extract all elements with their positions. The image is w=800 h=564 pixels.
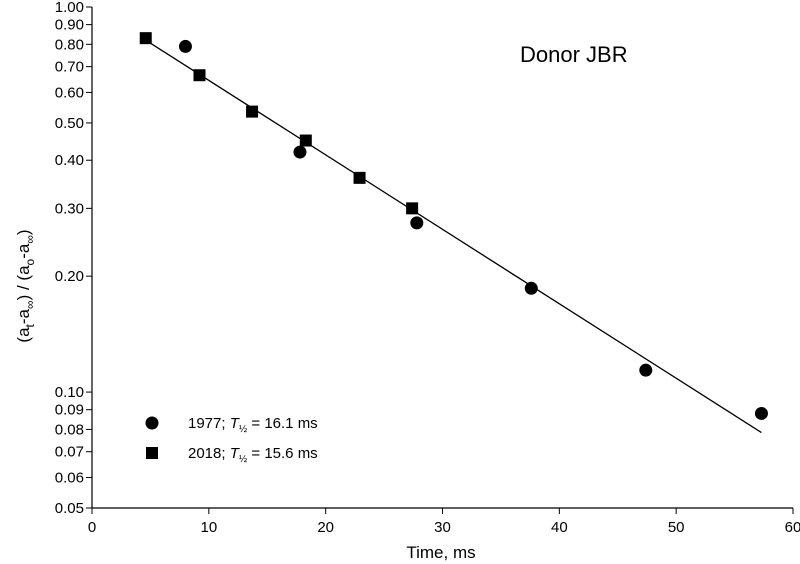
point-2018 — [353, 171, 366, 184]
point-2018 — [406, 202, 419, 215]
y-tick-label: 1.00 — [55, 0, 84, 16]
point-2018 — [139, 32, 152, 45]
x-tick-label: 40 — [551, 519, 568, 536]
x-tick-label: 30 — [434, 519, 451, 536]
y-tick-label: 0.50 — [55, 115, 84, 132]
chart-annotation: Donor JBR — [520, 42, 628, 67]
x-axis-title: Time, ms — [406, 543, 475, 562]
point-1977 — [639, 363, 653, 377]
y-title-inf-sub1: ∞ — [23, 300, 37, 309]
point-1977 — [410, 216, 424, 230]
y-axis-ticks: 0.05 0.06 0.07 0.08 0.090.10 0.20 0.30 0.40 0.50… — [55, 0, 92, 517]
axes — [91, 7, 793, 509]
x-axis-ticks: 0 10 20 30 40 50 60 — [88, 508, 800, 536]
x-tick-label: 60 — [785, 519, 800, 536]
legend-marker-2018 — [146, 447, 158, 459]
x-tick-label: 0 — [88, 519, 96, 536]
legend-label-2018: 2018; T½ = 15.6 ms — [188, 445, 318, 465]
y-title-mid: ) / (a — [14, 265, 33, 300]
x-tick-label: 20 — [317, 519, 334, 536]
point-1977 — [293, 145, 307, 159]
y-axis-title: (at-a∞) / (ao-a∞) — [14, 229, 37, 342]
y-tick-label: 0.60 — [55, 84, 84, 101]
y-title-o-sub: o — [23, 258, 37, 265]
y-tick-label: 0.20 — [55, 268, 84, 285]
point-2018 — [299, 134, 312, 147]
y-title-dash1: -a — [14, 308, 33, 324]
x-tick-label: 10 — [200, 519, 217, 536]
legend-label-1977: 1977; T½ = 16.1 ms — [188, 415, 318, 435]
svg-text:(at-a∞) / (ao-a∞): (at-a∞) / (ao-a∞) — [14, 229, 37, 342]
y-tick-label: 0.40 — [55, 152, 84, 169]
y-tick-label: 0.70 — [55, 59, 84, 76]
y-title-dash2: -a — [14, 243, 33, 259]
point-1977 — [524, 281, 538, 295]
y-tick-label: 0.10 — [55, 384, 84, 401]
y-tick-label: 0.06 — [55, 470, 84, 487]
y-tick-label: 0.30 — [55, 200, 84, 217]
y-title-close: ) — [14, 229, 33, 235]
data-points — [139, 32, 768, 420]
legend: 1977; T½ = 16.1 ms 2018; T½ = 15.6 ms — [145, 415, 318, 465]
regression-line — [145, 39, 762, 434]
y-tick-label: 0.08 — [55, 421, 84, 438]
point-1977 — [178, 39, 192, 53]
fit-line — [145, 39, 762, 434]
y-title-open: (a — [14, 327, 33, 343]
legend-marker-1977 — [145, 416, 159, 430]
y-title-inf-sub2: ∞ — [23, 235, 37, 244]
y-title-t-sub: t — [23, 323, 37, 327]
y-tick-label: 0.07 — [55, 444, 84, 461]
y-tick-label: 0.09 — [55, 402, 84, 419]
point-2018 — [193, 69, 206, 82]
point-1977 — [754, 406, 768, 420]
y-tick-label: 0.05 — [55, 500, 84, 517]
y-tick-label: 0.90 — [55, 17, 84, 34]
point-2018 — [246, 105, 259, 118]
x-tick-label: 50 — [668, 519, 685, 536]
y-tick-label: 0.80 — [55, 36, 84, 53]
